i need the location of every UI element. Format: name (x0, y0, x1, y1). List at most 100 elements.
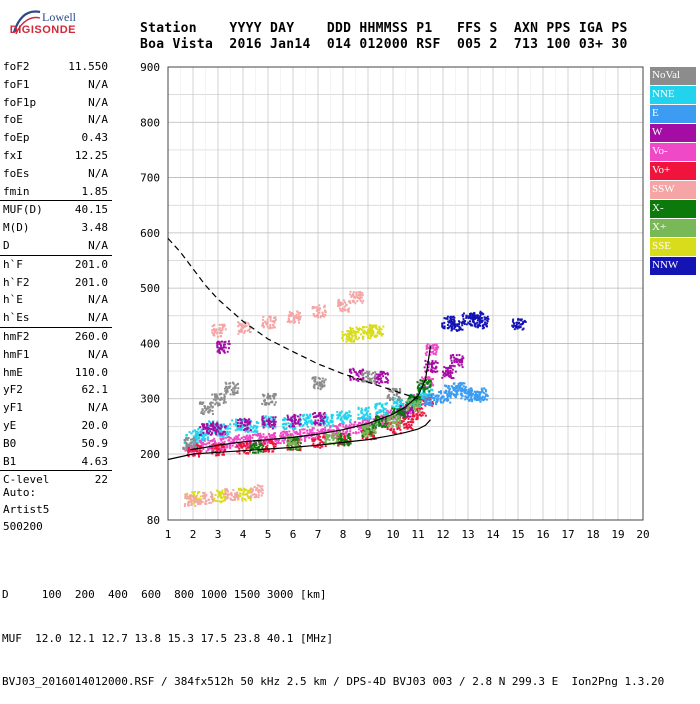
point-ssw (207, 498, 210, 501)
point-x (418, 402, 421, 405)
point-noval (237, 387, 240, 390)
point-x (378, 419, 381, 422)
point-vo (272, 435, 275, 438)
point-x (249, 446, 252, 449)
point-nnw (479, 311, 482, 314)
point-ssw (289, 320, 292, 323)
param-row: h`E N/A (0, 291, 112, 309)
point-ssw (262, 322, 265, 325)
point-noval (323, 384, 326, 387)
point-nne (337, 416, 340, 419)
point-nnw (479, 324, 482, 327)
point-w (244, 428, 247, 431)
point-x (324, 439, 327, 442)
point-vo (196, 446, 199, 449)
point-ssw (269, 319, 272, 322)
point-e (432, 397, 435, 400)
point-x (395, 425, 398, 428)
point-vo (200, 449, 203, 452)
point-e (481, 389, 484, 392)
point-w (359, 377, 362, 380)
point-ssw (216, 332, 219, 335)
point-e (462, 385, 465, 388)
point-vo (324, 429, 327, 432)
point-vo (407, 421, 410, 424)
point-x (386, 414, 389, 417)
y-tick-label: 300 (140, 393, 160, 406)
point-vo (431, 401, 434, 404)
point-nne (217, 429, 220, 432)
point-ssw (311, 307, 314, 310)
point-nne (306, 423, 309, 426)
point-ssw (260, 494, 263, 497)
point-vo (246, 439, 249, 442)
point-vo (246, 434, 249, 437)
point-sse (246, 489, 249, 492)
point-vo (214, 450, 217, 453)
point-nnw (465, 314, 468, 317)
point-sse (369, 332, 372, 335)
point-x (391, 425, 394, 428)
point-nne (323, 417, 326, 420)
point-ssw (239, 324, 242, 327)
point-vo (311, 427, 314, 430)
point-x (251, 444, 254, 447)
point-ssw (321, 314, 324, 317)
point-nne (306, 425, 309, 428)
point-ssw (213, 329, 216, 332)
point-ssw (288, 314, 291, 317)
point-x (386, 420, 389, 423)
point-nne (274, 426, 277, 429)
point-sse (356, 328, 359, 331)
point-vo (306, 429, 309, 432)
point-w (227, 340, 230, 343)
point-vo (208, 447, 211, 450)
point-ssw (232, 488, 235, 491)
point-ssw (319, 314, 322, 317)
point-nnw (446, 323, 449, 326)
point-noval (235, 384, 238, 387)
point-nne (365, 417, 368, 420)
point-w (202, 428, 205, 431)
point-ssw (318, 304, 321, 307)
point-x (294, 441, 297, 444)
point-w (424, 370, 427, 373)
point-noval (225, 382, 228, 385)
point-e (483, 396, 486, 399)
point-vo (285, 430, 288, 433)
point-ssw (269, 315, 272, 318)
point-e (425, 401, 428, 404)
point-nnw (441, 325, 444, 328)
point-x (363, 433, 366, 436)
point-nne (431, 389, 434, 392)
point-vo (370, 435, 373, 438)
point-sse (366, 331, 369, 334)
point-w (262, 426, 265, 429)
point-vo (187, 446, 190, 449)
point-noval (217, 397, 220, 400)
param-value: N/A (88, 113, 108, 127)
point-ssw (257, 489, 260, 492)
point-nnw (513, 322, 516, 325)
point-noval (321, 383, 324, 386)
point-nnw (447, 327, 450, 330)
point-x (385, 425, 388, 428)
point-e (463, 382, 466, 385)
point-e (454, 389, 457, 392)
point-sse (197, 491, 200, 494)
point-sse (247, 496, 250, 499)
point-nnw (483, 316, 486, 319)
point-vo (242, 445, 245, 448)
point-w (205, 426, 208, 429)
point-e (464, 389, 467, 392)
param-name: hmF1 (3, 347, 30, 361)
point-vo (274, 445, 277, 448)
point-w (219, 433, 222, 436)
point-w (287, 416, 290, 419)
point-w (299, 413, 302, 416)
point-vo (404, 417, 407, 420)
point-x (349, 438, 352, 441)
point-x (337, 433, 340, 436)
point-vo (349, 425, 352, 428)
point-vo (424, 376, 427, 379)
